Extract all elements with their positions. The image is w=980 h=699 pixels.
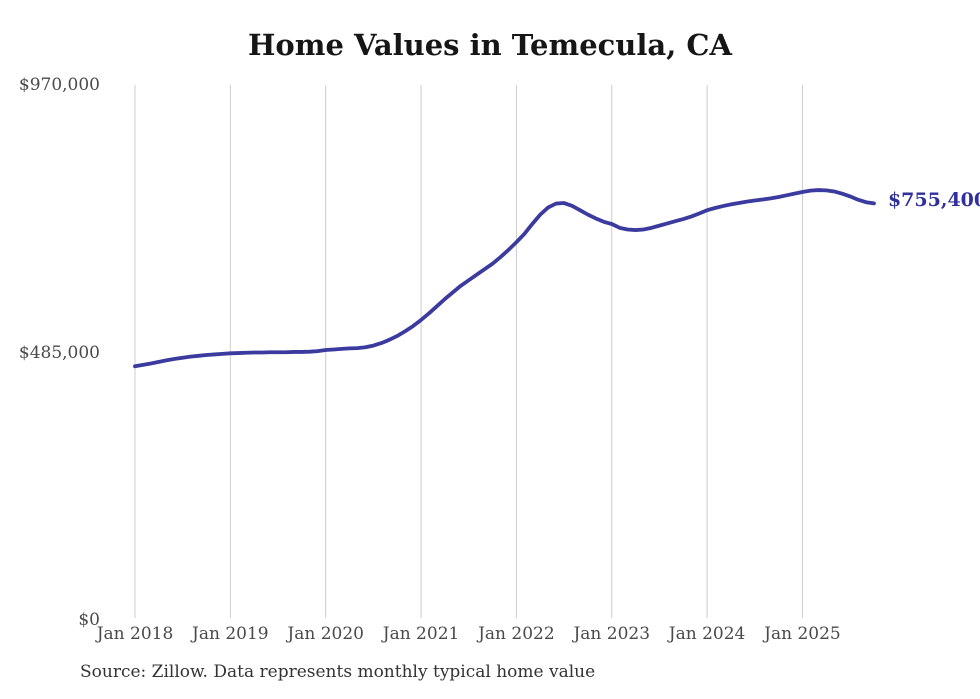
- y-axis-label-0: $0: [78, 610, 100, 630]
- y-axis-label-970000: $970,000: [18, 75, 100, 95]
- x-axis-label-jan-2023: Jan 2023: [573, 624, 651, 644]
- x-axis-label-jan-2024: Jan 2024: [668, 624, 746, 644]
- y-axis-label-485000: $485,000: [18, 342, 100, 363]
- chart-title: Home Values in Temecula, CA: [248, 28, 732, 62]
- x-axis-label-jan-2025: Jan 2025: [764, 624, 841, 644]
- x-axis-label-jan-2020: Jan 2020: [287, 624, 364, 644]
- source-note: Source: Zillow. Data represents monthly …: [80, 662, 596, 682]
- x-axis-label-jan-2022: Jan 2022: [478, 624, 555, 644]
- x-axis-label-jan-2019: Jan 2019: [192, 624, 269, 644]
- x-axis-label-jan-2021: Jan 2021: [382, 624, 460, 644]
- latest-value-label: $755,400: [887, 189, 980, 212]
- home-value-line: [133, 188, 876, 369]
- x-axis-label-jan-2018: Jan 2018: [96, 624, 174, 644]
